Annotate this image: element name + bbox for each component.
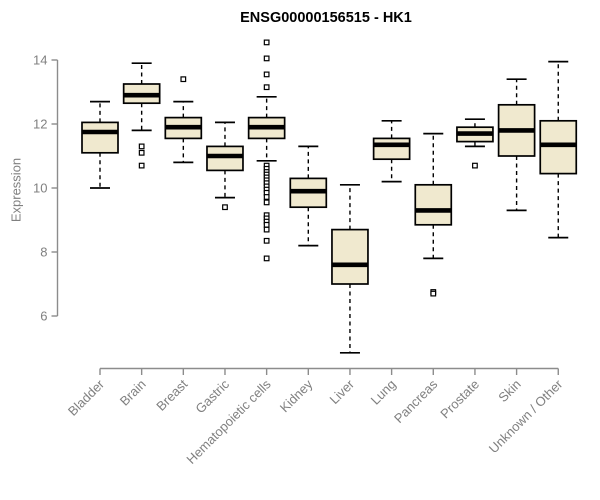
outlier-point [263,237,270,244]
outlier-point [263,221,270,228]
y-tick-label: 6 [40,309,47,324]
iqr-box [372,137,411,161]
x-tick-label-pancreas: Pancreas [391,376,441,426]
outlier-point [263,226,270,233]
x-tick-label-prostate: Prostate [437,377,482,422]
x-tick-label-breast: Breast [153,376,190,413]
box-skin [497,78,536,212]
iqr-box [331,228,369,285]
outlier-point [263,84,270,91]
x-tick-label-lung: Lung [368,377,399,408]
x-tick-label-kidney: Kidney [277,376,316,415]
iqr-box [81,121,119,154]
box-kidney [289,145,328,247]
y-tick-label: 12 [33,117,47,132]
x-tick-label-unknown-other: Unknown / Other [486,376,566,456]
x-tick-label-bladder: Bladder [65,376,108,419]
x-tick-label-skin: Skin [495,377,523,405]
box-gastric [206,121,244,211]
box-bladder [81,100,119,189]
y-tick-label: 8 [40,245,47,260]
box-liver [331,183,369,354]
outlier-point [472,162,478,169]
x-tick-label-liver: Liver [327,376,358,407]
outlier-point [263,71,270,78]
x-tick-label-brain: Brain [117,377,149,409]
outlier-point [138,143,145,150]
outlier-point [263,39,270,46]
y-tick-label: 10 [33,181,47,196]
y-tick-label: 14 [33,53,47,68]
outlier-point [138,149,145,156]
box-brain [122,62,161,169]
box-lung [372,119,411,183]
iqr-box [414,183,453,226]
outlier-point [263,194,270,200]
box-unknown-other [539,60,578,239]
box-prostate [456,118,494,169]
box-hematopoietic-cells [247,39,286,262]
outlier-point [138,162,145,169]
outlier-point [263,55,270,62]
outlier-point [180,76,187,83]
outlier-point [430,290,437,297]
x-tick-label-gastric: Gastric [192,376,232,416]
box-breast [164,76,203,164]
outlier-point [263,255,270,262]
chart-title: ENSG00000156515 - HK1 [240,10,412,26]
iqr-box [206,145,244,172]
box-pancreas [414,132,453,297]
outlier-point [263,199,270,206]
outlier-point [222,204,228,211]
iqr-box [539,119,578,175]
